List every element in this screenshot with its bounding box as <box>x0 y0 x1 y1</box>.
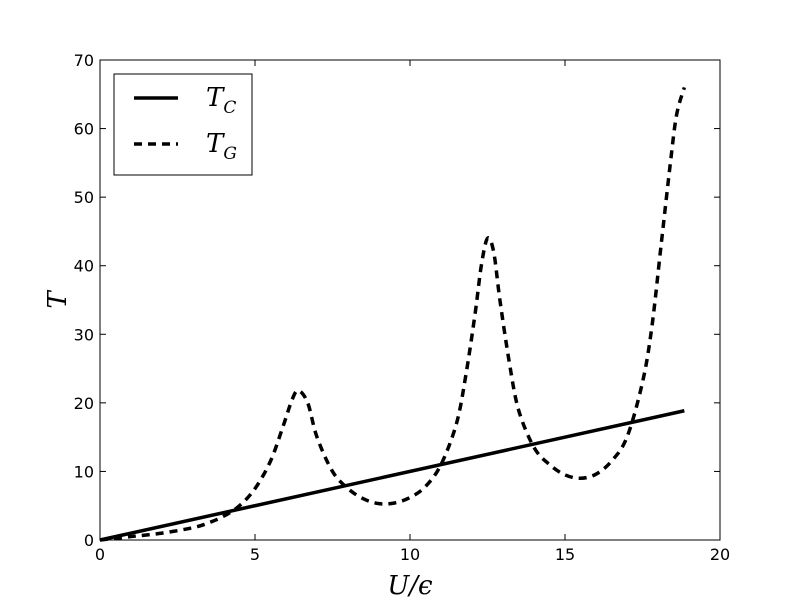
x-axis-label: U/ϵ <box>387 571 433 600</box>
y-tick-label: 40 <box>74 257 94 276</box>
series-line-tc <box>99 409 685 542</box>
y-tick-label: 30 <box>74 325 94 344</box>
legend-label-tg: TG <box>206 129 237 164</box>
legend-label-tc: TC <box>206 83 236 118</box>
series-line-tg <box>99 86 687 542</box>
series-layer <box>99 86 687 542</box>
legend-symbol-tc: T <box>206 83 225 113</box>
legend: TC TG <box>113 73 253 176</box>
ticks-layer: 0 5 10 15 20 0 10 20 30 40 50 60 70 <box>74 51 731 564</box>
y-axis-label: T <box>43 290 73 309</box>
legend-subscript-tc: C <box>223 98 236 118</box>
y-tick-label: 50 <box>74 188 94 207</box>
legend-subscript-tg: G <box>223 144 237 164</box>
x-tick-label: 5 <box>250 545 260 564</box>
legend-symbol-tg: T <box>206 129 225 159</box>
x-tick-label: 20 <box>710 545 730 564</box>
x-tick-label: 0 <box>95 545 105 564</box>
y-tick-label: 60 <box>74 120 94 139</box>
x-tick-label: 10 <box>400 545 420 564</box>
labels-layer: U/ϵ T <box>43 290 433 600</box>
legend-box <box>113 73 253 176</box>
x-tick-label: 15 <box>555 545 575 564</box>
y-tick-label: 20 <box>74 394 94 413</box>
y-tick-label: 0 <box>84 531 94 550</box>
y-tick-label: 70 <box>74 51 94 70</box>
y-tick-label: 10 <box>74 462 94 481</box>
